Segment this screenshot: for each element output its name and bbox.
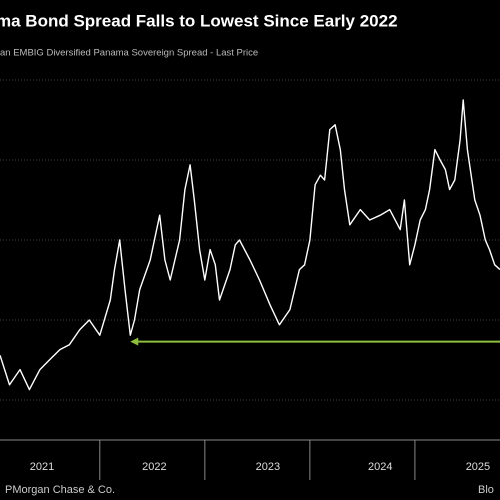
x-tick-label: 2021: [30, 461, 54, 473]
series-line: [0, 99, 500, 391]
chart-title: ma Bond Spread Falls to Lowest Since Ear…: [0, 11, 398, 30]
x-tick-label: 2024: [368, 461, 392, 473]
chart-subtitle: an EMBIG Diversified Panama Sovereign Sp…: [0, 48, 258, 59]
source: PMorgan Chase & Co.: [5, 484, 115, 496]
x-tick-label: 2023: [256, 461, 280, 473]
brand: Blo: [478, 484, 494, 496]
x-tick-label: 2022: [142, 461, 166, 473]
reference-arrowhead: [130, 337, 139, 346]
x-tick-label: 2025: [466, 461, 490, 473]
